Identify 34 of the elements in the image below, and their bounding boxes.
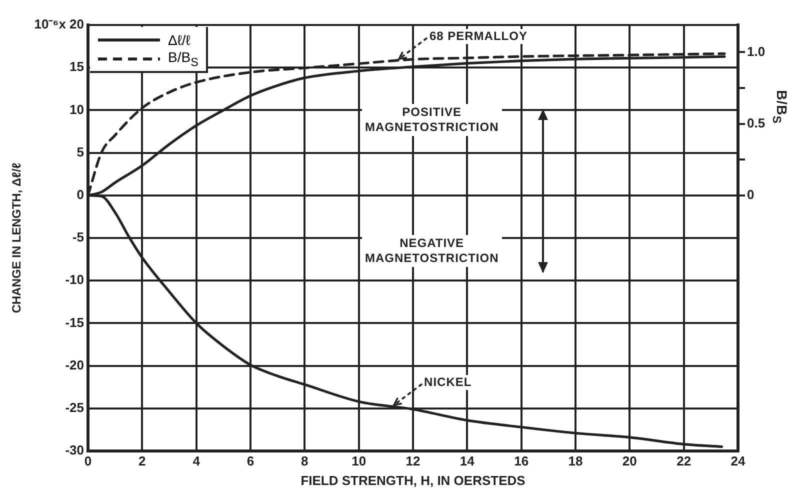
x-tick-label: 20 [622, 453, 637, 468]
y-axis-title: CHANGE IN LENGTH, Δℓ/ℓ [10, 162, 24, 314]
y-tick-label: -10 [65, 272, 84, 288]
x-tick-label: 4 [192, 453, 201, 468]
x-tick-label: 2 [138, 453, 146, 468]
annotation: 68 PERMALLOY [427, 29, 530, 44]
y-tick-label: -30 [65, 442, 84, 458]
annotation: POSITIVE MAGNETOSTRICTION [362, 104, 502, 136]
x-tick-label: 6 [246, 453, 254, 468]
x-tick-label: 24 [730, 453, 746, 468]
y-tick-label: 10⁻⁶x 20 [34, 16, 84, 32]
legend-label: B/B$_{S}$ [168, 48, 198, 68]
y-tick-label: -25 [65, 400, 84, 415]
y2-tick-label: 1.0 [747, 44, 766, 59]
y-tick-label: 5 [76, 144, 84, 160]
x-axis-title: FIELD STRENGTH, H, IN OERSTEDS [300, 472, 526, 488]
x-tick-label: 22 [676, 453, 692, 468]
annotation: NICKEL [422, 375, 474, 390]
y-tick-label: 10 [70, 102, 84, 117]
y2-tick-label: 0.5 [747, 115, 766, 130]
y-tick-label: 0 [76, 186, 84, 202]
y2-tick-label: 0 [747, 186, 754, 202]
annotation: NEGATIVE MAGNETOSTRICTION [362, 235, 502, 268]
y-tick-label: -20 [65, 357, 84, 372]
x-tick-label: 12 [406, 453, 420, 468]
x-tick-label: 10 [352, 453, 366, 468]
y-tick-label: -15 [65, 314, 84, 330]
x-tick-label: 8 [301, 453, 308, 468]
x-tick-label: 14 [460, 453, 476, 468]
y-tick-label: 15 [70, 59, 84, 74]
legend-label: Δℓ/ℓ [168, 32, 190, 48]
x-tick-label: 16 [514, 453, 529, 468]
x-tick-label: 18 [568, 453, 583, 468]
y-tick-label: -5 [72, 230, 84, 245]
